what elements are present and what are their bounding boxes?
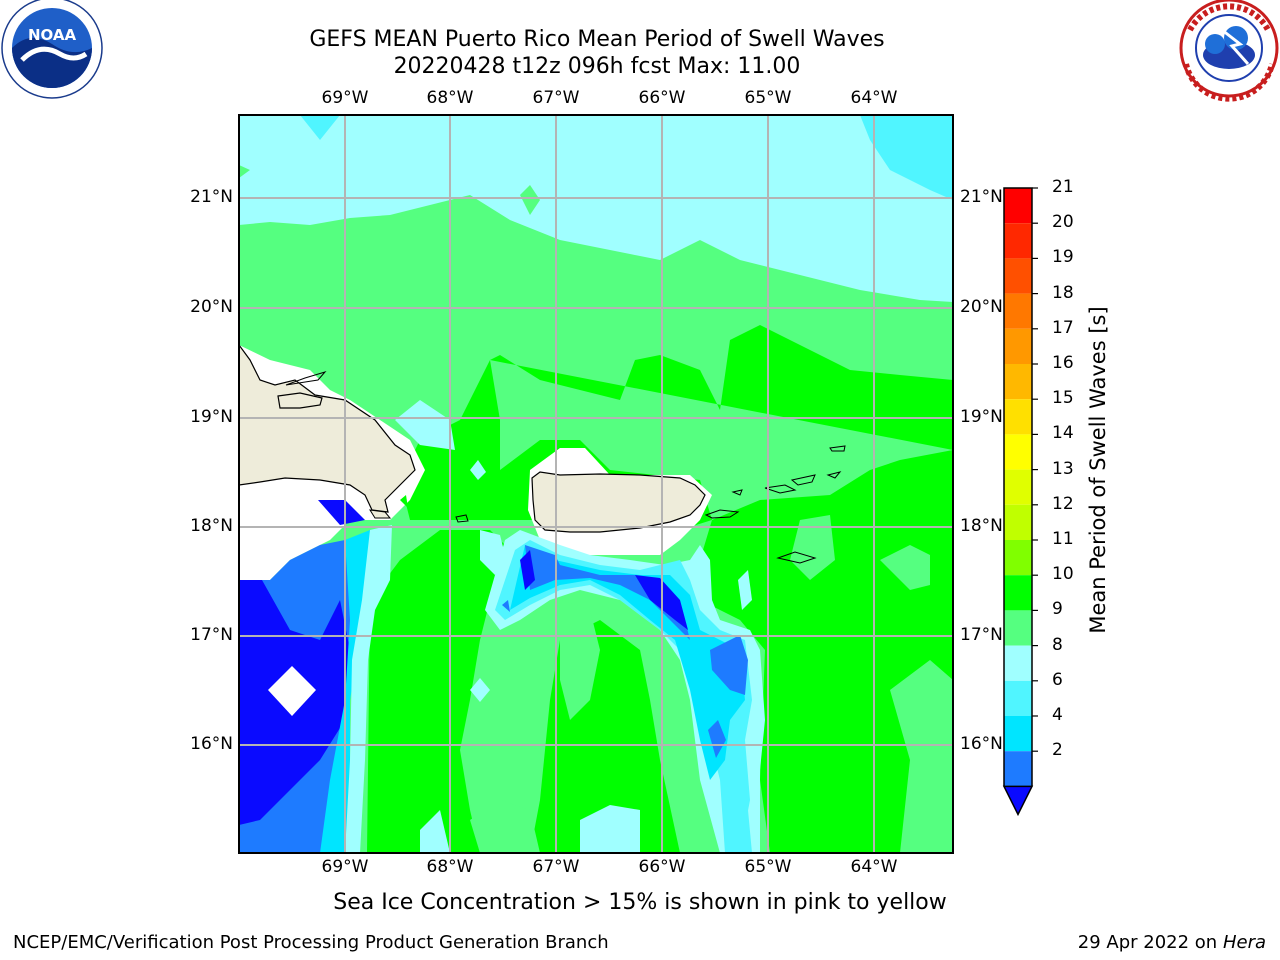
lon-label-top: 64°W [850, 88, 898, 108]
lat-label-right: 20°N [960, 297, 1003, 317]
colorbar-tick-label: 21 [1052, 177, 1074, 197]
colorbar-segment [1004, 716, 1032, 752]
colorbar-segment [1004, 293, 1032, 329]
footer-host: Hera [1222, 932, 1266, 953]
lon-label-top: 69°W [321, 88, 369, 108]
colorbar-segment [1004, 223, 1032, 259]
colorbar-segment [1004, 645, 1032, 681]
footer-date: 29 Apr 2022 on Hera [1078, 932, 1266, 953]
colorbar-segment [1004, 504, 1032, 540]
footer-credit: NCEP/EMC/Verification Post Processing Pr… [13, 932, 609, 953]
colorbar-tick-label: 2 [1052, 740, 1063, 761]
footer-date-text: 29 Apr 2022 on [1077, 932, 1223, 953]
colorbar-segment [1004, 399, 1032, 435]
lat-label-left: 20°N [190, 297, 233, 317]
lat-label-left: 18°N [190, 516, 233, 536]
lat-label-right: 19°N [960, 407, 1003, 427]
lon-label-top: 66°W [638, 88, 686, 108]
nws-logo [1179, 0, 1279, 102]
lon-label-bottom: 68°W [426, 857, 474, 877]
colorbar-segment [1004, 469, 1032, 505]
noaa-logo-text: NOAA [28, 26, 77, 44]
colorbar-tick-label: 11 [1052, 529, 1074, 549]
graticule [239, 115, 953, 853]
colorbar-segment [1004, 188, 1032, 224]
lon-label-bottom: 65°W [744, 857, 792, 877]
colorbar-segment [1004, 540, 1032, 576]
lon-label-bottom: 64°W [850, 857, 898, 877]
lat-label-left: 19°N [190, 407, 233, 427]
lat-label-right: 16°N [960, 734, 1003, 754]
colorbar-tick-label: 16 [1052, 353, 1074, 373]
map-frame [238, 114, 954, 854]
colorbar-tick-label: 17 [1052, 317, 1074, 338]
colorbar-segment [1004, 364, 1032, 400]
lat-label-left: 17°N [190, 625, 233, 645]
noaa-logo: NOAA [1, 0, 103, 99]
lat-label-right: 17°N [960, 625, 1003, 645]
colorbar-tick-label: 13 [1052, 458, 1074, 479]
colorbar-extend-arrow [1002, 785, 1034, 817]
colorbar-tick-label: 6 [1052, 669, 1063, 690]
colorbar-tick-label: 14 [1052, 423, 1074, 444]
colorbar-segment [1004, 258, 1032, 294]
colorbar-segment [1004, 751, 1032, 787]
colorbar-segment [1004, 434, 1032, 470]
colorbar-tick-label: 10 [1052, 564, 1074, 585]
lon-label-bottom: 66°W [638, 857, 686, 877]
lat-label-left: 21°N [190, 187, 233, 207]
lon-label-bottom: 67°W [532, 857, 580, 877]
lon-label-top: 65°W [744, 88, 792, 108]
chart-title: GEFS MEAN Puerto Rico Mean Period of Swe… [309, 27, 885, 52]
lon-label-top: 67°W [532, 88, 580, 108]
colorbar [1002, 187, 1038, 817]
colorbar-tick-label: 9 [1052, 599, 1063, 620]
colorbar-label: Mean Period of Swell Waves [s] [1086, 306, 1110, 634]
colorbar-segment [1004, 328, 1032, 364]
lat-label-right: 18°N [960, 516, 1003, 536]
sea-ice-note: Sea Ice Concentration > 15% is shown in … [333, 890, 947, 915]
map-area [239, 115, 953, 853]
colorbar-tick-label: 15 [1052, 388, 1074, 409]
colorbar-segment [1004, 610, 1032, 646]
colorbar-tick-label: 19 [1052, 247, 1074, 268]
colorbar-tick-label: 20 [1052, 212, 1074, 233]
lon-label-top: 68°W [426, 88, 474, 108]
chart-subtitle: 20220428 t12z 096h fcst Max: 11.00 [393, 54, 801, 79]
colorbar-tick-label: 18 [1052, 282, 1074, 303]
colorbar-frame [1003, 187, 1033, 787]
colorbar-tick-label: 8 [1052, 634, 1063, 655]
colorbar-tick-label: 12 [1052, 493, 1074, 514]
lat-label-right: 21°N [960, 187, 1003, 207]
colorbar-segment [1004, 680, 1032, 716]
colorbar-segment [1004, 575, 1032, 611]
lat-label-left: 16°N [190, 734, 233, 754]
lon-label-bottom: 69°W [321, 857, 369, 877]
colorbar-tick-label: 4 [1052, 705, 1063, 725]
